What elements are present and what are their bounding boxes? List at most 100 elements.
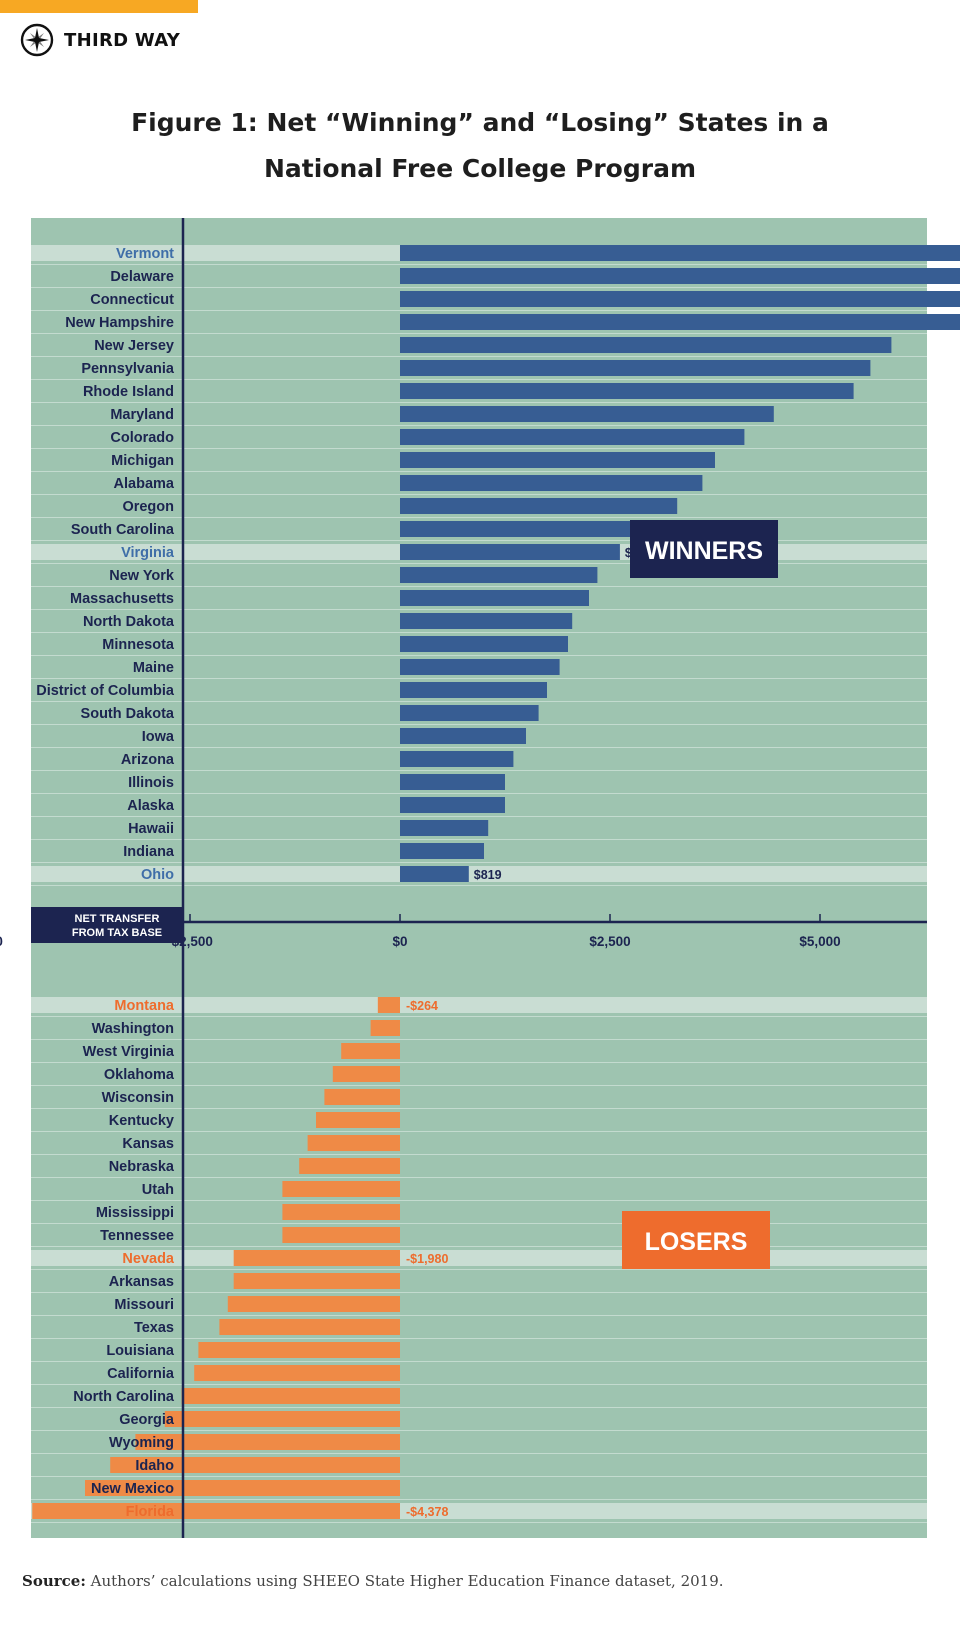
- category-label-connecticut: Connecticut: [90, 292, 174, 308]
- winner-bars: [400, 245, 960, 882]
- category-label-north-dakota: North Dakota: [83, 614, 175, 630]
- source-label: Source:: [22, 1572, 86, 1590]
- bar-louisiana: [198, 1342, 400, 1358]
- bar-new-jersey: [400, 337, 892, 353]
- highlight-band-montana: [31, 997, 927, 1013]
- chart-title-line-2: National Free College Program: [264, 154, 696, 183]
- category-label-kansas: Kansas: [122, 1136, 174, 1152]
- losers-label: LOSERS: [645, 1228, 748, 1256]
- category-label-iowa: Iowa: [142, 729, 175, 745]
- bar-south-carolina: [400, 521, 678, 537]
- bar-minnesota: [400, 636, 568, 652]
- x-tick-label: $0: [392, 934, 407, 949]
- bar-california: [194, 1365, 400, 1381]
- source-text: Authors’ calculations using SHEEO State …: [90, 1572, 724, 1590]
- category-label-oklahoma: Oklahoma: [104, 1067, 175, 1083]
- category-label-tennessee: Tennessee: [100, 1228, 174, 1244]
- bar-new-york: [400, 567, 598, 583]
- bar-new-hampshire: [400, 314, 960, 330]
- axis-title-box: [31, 907, 183, 943]
- bar-iowa: [400, 728, 526, 744]
- bar-new-mexico: [85, 1480, 400, 1496]
- category-label-hawaii: Hawaii: [128, 821, 174, 837]
- category-label-alaska: Alaska: [127, 798, 175, 814]
- bar-north-dakota: [400, 613, 573, 629]
- bar-michigan: [400, 452, 715, 468]
- category-label-illinois: Illinois: [128, 775, 174, 791]
- data-label-ohio: $819: [474, 868, 502, 882]
- category-label-missouri: Missouri: [114, 1297, 174, 1313]
- category-label-california: California: [107, 1366, 175, 1382]
- bar-illinois: [400, 774, 505, 790]
- bar-colorado: [400, 429, 745, 445]
- bar-wyoming: [135, 1434, 400, 1450]
- bar-mississippi: [282, 1204, 400, 1220]
- category-label-colorado: Colorado: [110, 430, 174, 446]
- bar-montana: [377, 997, 400, 1013]
- bar-vermont: [400, 245, 960, 261]
- category-label-north-carolina: North Carolina: [73, 1389, 175, 1405]
- axis-title-line-2: FROM TAX BASE: [72, 927, 162, 939]
- category-label-utah: Utah: [142, 1182, 174, 1198]
- x-tick-label: $2,500: [589, 934, 630, 949]
- category-label-indiana: Indiana: [123, 844, 175, 860]
- bar-texas: [219, 1319, 400, 1335]
- top-accent-bar: [0, 0, 198, 13]
- category-label-south-dakota: South Dakota: [81, 706, 175, 722]
- category-label-minnesota: Minnesota: [102, 637, 175, 653]
- bar-rhode-island: [400, 383, 854, 399]
- category-label-vermont: Vermont: [116, 246, 174, 262]
- category-label-alabama: Alabama: [114, 476, 175, 492]
- category-label-wyoming: Wyoming: [109, 1435, 174, 1451]
- bar-alaska: [400, 797, 505, 813]
- compass-icon: [20, 23, 54, 57]
- bar-maryland: [400, 406, 774, 422]
- category-label-ohio: Ohio: [141, 867, 174, 883]
- bar-massachusetts: [400, 590, 589, 606]
- bar-south-dakota: [400, 705, 539, 721]
- bar-kentucky: [316, 1112, 400, 1128]
- category-label-washington: Washington: [92, 1021, 174, 1037]
- category-label-new-york: New York: [109, 568, 175, 584]
- row-gridlines: [31, 264, 927, 1523]
- bar-nebraska: [299, 1158, 400, 1174]
- bar-oklahoma: [332, 1066, 400, 1082]
- x-tick-label: -$5,000: [0, 934, 3, 949]
- category-label-south-carolina: South Carolina: [71, 522, 175, 538]
- brand-name: THIRD WAY: [64, 29, 181, 51]
- category-label-montana: Montana: [114, 998, 175, 1014]
- bar-kansas: [307, 1135, 400, 1151]
- brand-logo[interactable]: THIRD WAY: [20, 23, 180, 57]
- category-label-mississippi: Mississippi: [96, 1205, 174, 1221]
- bar-ohio: [400, 866, 469, 882]
- category-label-idaho: Idaho: [135, 1458, 174, 1474]
- bar-connecticut: [400, 291, 960, 307]
- winners-badge: [630, 520, 778, 578]
- bar-chart: Vermont Delaware Connecticut New Hampshire N…: [0, 218, 960, 1538]
- bar-delaware: [400, 268, 960, 284]
- bar-florida: [32, 1503, 401, 1519]
- category-label-pennsylvania: Pennsylvania: [81, 361, 175, 377]
- bar-washington: [370, 1020, 400, 1036]
- category-label-florida: Florida: [126, 1504, 175, 1520]
- bar-arizona: [400, 751, 514, 767]
- bar-tennessee: [282, 1227, 400, 1243]
- category-label-kentucky: Kentucky: [109, 1113, 174, 1129]
- category-label-virginia: Virginia: [121, 545, 175, 561]
- bar-georgia: [164, 1411, 400, 1427]
- data-label-nevada: -$1,980: [406, 1252, 448, 1266]
- category-label-new-jersey: New Jersey: [94, 338, 174, 354]
- category-label-nebraska: Nebraska: [109, 1159, 175, 1175]
- chart-title-line-1: Figure 1: Net “Winning” and “Losing” Sta…: [131, 108, 829, 137]
- category-label-nevada: Nevada: [122, 1251, 175, 1267]
- category-label-wisconsin: Wisconsin: [102, 1090, 174, 1106]
- bar-missouri: [227, 1296, 400, 1312]
- bar-district-of-columbia: [400, 682, 547, 698]
- category-label-maine: Maine: [133, 660, 174, 676]
- loser-bars: [32, 997, 401, 1519]
- category-label-arizona: Arizona: [121, 752, 175, 768]
- bar-north-carolina: [181, 1388, 400, 1404]
- bar-nevada: [233, 1250, 400, 1266]
- chart-title: Figure 1: Net “Winning” and “Losing” Sta…: [0, 100, 960, 192]
- source-note: Source: Authors’ calculations using SHEE…: [22, 1572, 724, 1590]
